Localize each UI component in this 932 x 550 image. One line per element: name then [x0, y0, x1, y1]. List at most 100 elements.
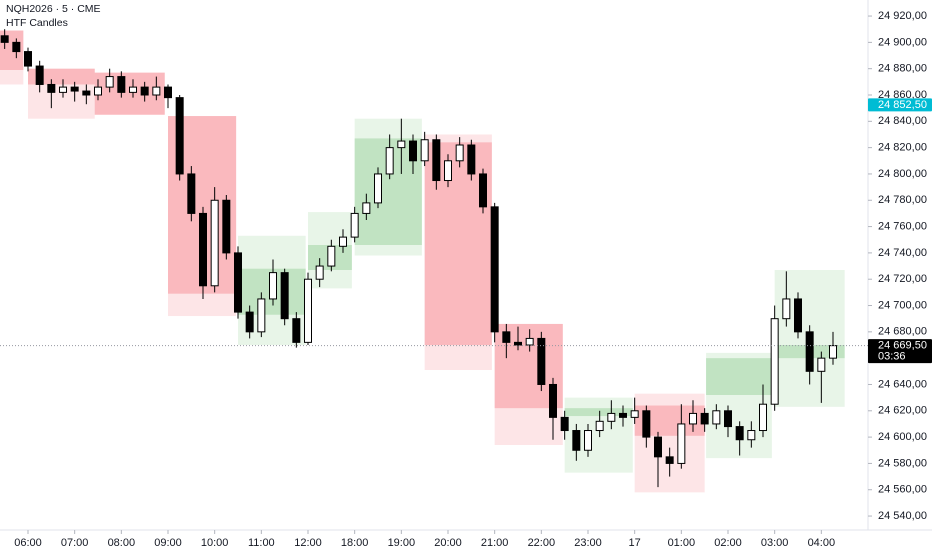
htf-body	[564, 408, 633, 417]
candle-body	[467, 144, 476, 175]
x-tick-label: 11:00	[248, 537, 275, 549]
y-tick-label: 24 640,00	[878, 378, 927, 390]
candle-body	[257, 298, 266, 333]
candle-body	[339, 236, 347, 247]
candle-body	[712, 410, 721, 425]
candle-body	[747, 430, 756, 441]
candle-body	[59, 86, 67, 93]
candle-body	[619, 412, 627, 418]
y-tick-label: 24 920,00	[878, 10, 927, 22]
candle-body	[560, 416, 569, 432]
candle-body	[24, 51, 32, 67]
y-tick-label: 24 680,00	[878, 326, 927, 338]
x-tick-label: 06:00	[14, 537, 42, 549]
candle-body	[770, 318, 779, 405]
candle-body	[304, 278, 312, 343]
candle-body	[140, 86, 149, 96]
price-label-box	[868, 339, 932, 364]
candle-layer	[0, 29, 837, 488]
candle-body	[782, 298, 791, 320]
x-tick-label: 04:00	[808, 537, 836, 549]
price-label: 24 669,50	[878, 340, 927, 352]
candle-body	[350, 212, 359, 238]
candle-body	[537, 337, 546, 385]
candle-body	[315, 265, 324, 280]
x-tick-label: 21:00	[481, 537, 509, 549]
candle-body	[210, 199, 219, 287]
y-tick-label: 24 740,00	[878, 247, 927, 259]
price-label: 24 852,50	[878, 99, 927, 111]
y-tick-label: 24 840,00	[878, 115, 927, 127]
candle-body	[222, 199, 231, 254]
candle-body	[409, 140, 417, 162]
axes: 24 540,00 24 560,00 24 580,00 24 600,00 24 6…	[0, 10, 932, 549]
candle-body	[269, 272, 277, 300]
candle-body	[374, 173, 382, 204]
candle-body	[455, 144, 464, 162]
candle-body	[735, 426, 744, 441]
symbol-title: NQH2026 · 5 · CME	[6, 3, 101, 15]
candle-body	[584, 430, 592, 451]
candle-body	[514, 341, 522, 346]
x-tick-label: 23:00	[574, 537, 602, 549]
candle-body	[700, 412, 709, 425]
y-tick-label: 24 580,00	[878, 457, 927, 469]
x-tick-label: 12:00	[294, 537, 322, 549]
x-tick-label: 07:00	[61, 537, 89, 549]
candle-body	[164, 86, 172, 99]
candle-body	[70, 86, 79, 92]
candle-body	[82, 90, 91, 96]
y-tick-label: 24 820,00	[878, 142, 927, 154]
x-tick-label: 17	[629, 537, 641, 549]
candle-body	[280, 272, 289, 320]
candle-body	[502, 331, 511, 343]
y-tick-label: 24 860,00	[878, 89, 927, 101]
x-tick-label: 10:00	[201, 537, 229, 549]
x-tick-label: 08:00	[108, 537, 136, 549]
candle-body	[689, 412, 697, 425]
y-tick-label: 24 760,00	[878, 220, 927, 232]
candle-body	[420, 139, 429, 162]
y-tick-label: 24 540,00	[878, 510, 927, 522]
y-tick-label: 24 800,00	[878, 168, 927, 180]
price-countdown: 03:36	[878, 351, 906, 363]
x-tick-label: 02:00	[714, 537, 742, 549]
candle-body	[117, 76, 126, 93]
candle-body	[12, 41, 21, 53]
candle-body	[654, 436, 662, 458]
candle-body	[105, 76, 114, 88]
candle-body	[525, 337, 534, 346]
candle-body	[595, 420, 604, 432]
y-tick-label: 24 600,00	[878, 431, 927, 443]
candle-body	[759, 403, 767, 432]
candle-body	[444, 160, 452, 182]
candle-body	[187, 173, 196, 214]
candle-body	[362, 202, 371, 214]
candle-body	[432, 139, 441, 182]
x-tick-label: 19:00	[388, 537, 416, 549]
y-tick-label: 24 560,00	[878, 484, 927, 496]
candle-body	[245, 311, 254, 333]
x-tick-label: 18:00	[341, 537, 369, 549]
candle-body	[572, 430, 581, 451]
candle-body	[292, 318, 301, 343]
htf-body	[28, 68, 95, 85]
y-tick-label: 24 880,00	[878, 63, 927, 75]
candle-body	[175, 97, 184, 175]
candle-body	[152, 86, 161, 96]
y-tick-label: 24 700,00	[878, 299, 927, 311]
price-label-box	[868, 98, 932, 112]
candle-body	[385, 147, 394, 175]
candle-body	[549, 383, 557, 418]
x-tick-label: 03:00	[761, 537, 789, 549]
x-tick-label: 09:00	[154, 537, 182, 549]
x-tick-label: 20:00	[434, 537, 462, 549]
candle-body	[35, 65, 44, 85]
candle-body	[607, 412, 616, 422]
candle-body	[327, 245, 336, 267]
candle-body	[234, 252, 242, 313]
y-tick-label: 24 900,00	[878, 36, 927, 48]
htf-body	[706, 358, 772, 395]
candle-body	[397, 140, 406, 149]
